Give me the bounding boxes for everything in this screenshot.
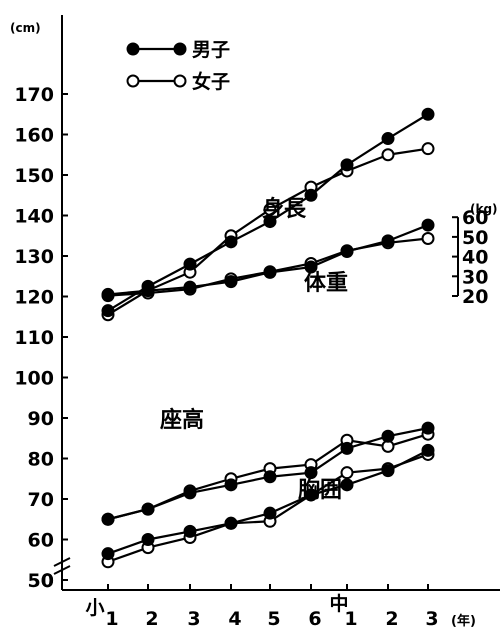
data-point-boys <box>101 512 115 526</box>
left-tick-label: 150 <box>14 165 54 187</box>
x-tick-label: 3 <box>187 608 200 630</box>
data-point-boys <box>421 107 435 121</box>
x-axis: 1 2 3 4 5 6 1 2 3 小 中 (年) <box>62 584 500 630</box>
left-tick-label: 100 <box>14 368 54 390</box>
data-point-boys <box>224 235 238 249</box>
x-tick-label: 1 <box>344 608 357 630</box>
data-point-boys <box>340 478 354 492</box>
data-point-girls <box>421 142 435 156</box>
x-tick-label: 2 <box>385 608 398 630</box>
data-point-boys <box>263 215 277 229</box>
data-point-boys <box>340 244 354 258</box>
data-point-boys <box>224 478 238 492</box>
right-tick-label: 20 <box>462 286 488 308</box>
data-point-boys <box>101 304 115 318</box>
data-point-boys <box>183 524 197 538</box>
data-point-girls <box>421 231 435 245</box>
series-line-1-boys <box>107 224 429 296</box>
school-label-junior: 中 <box>329 592 348 615</box>
data-point-boys <box>304 466 318 480</box>
data-point-boys <box>263 470 277 484</box>
left-tick-label: 170 <box>14 84 54 106</box>
x-tick-label: 5 <box>267 608 280 630</box>
data-point-boys <box>381 132 395 146</box>
data-point-boys <box>304 488 318 502</box>
data-point-boys <box>381 464 395 478</box>
data-point-boys <box>340 158 354 172</box>
data-point-boys <box>381 234 395 248</box>
left-tick-label: 60 <box>28 530 54 552</box>
data-point-boys <box>263 265 277 279</box>
data-point-boys <box>421 443 435 457</box>
left-tick-label: 90 <box>28 408 54 430</box>
x-tick-label: 1 <box>105 608 118 630</box>
x-tick-label: 4 <box>228 608 241 630</box>
data-point-boys <box>101 547 115 561</box>
data-point-boys <box>141 533 155 546</box>
school-label-elementary: 小 <box>85 597 104 619</box>
group-label: 体重 <box>304 271 348 296</box>
right-tick-label: 30 <box>462 266 488 288</box>
legend-marker-boys <box>126 42 140 56</box>
data-point-boys <box>224 275 238 289</box>
data-point-boys <box>183 257 197 271</box>
axis-break-mark <box>53 557 71 575</box>
data-point-girls <box>263 202 277 216</box>
data-point-boys <box>421 218 435 232</box>
legend-marker-girls <box>173 74 187 88</box>
left-tick-label: 120 <box>14 287 54 309</box>
data-point-girls <box>381 148 395 162</box>
data-point-boys <box>183 280 197 294</box>
data-point-boys <box>421 421 435 435</box>
legend-label-girls: 女子 <box>192 70 230 93</box>
right-tick-label: 40 <box>462 247 488 269</box>
series-layer <box>101 107 435 569</box>
x-tick-label: 3 <box>425 608 438 630</box>
right-tick-label: 50 <box>462 227 488 249</box>
left-tick-label: 70 <box>28 489 54 511</box>
right-axis-unit: (kg) <box>470 202 498 216</box>
data-point-boys <box>340 441 354 455</box>
data-point-boys <box>304 188 318 202</box>
x-tick-label: 2 <box>145 608 158 630</box>
legend-label-boys: 男子 <box>192 39 230 61</box>
data-point-boys <box>263 506 277 520</box>
left-tick-label: 110 <box>14 327 54 349</box>
left-tick-label: 140 <box>14 206 54 228</box>
data-point-boys <box>304 260 318 274</box>
left-tick-label: 160 <box>14 125 54 147</box>
left-tick-label: 130 <box>14 246 54 268</box>
left-axis: 050 60 70 80 90 100 110 120 130 140 150 160 170 (cm) <box>10 15 71 592</box>
legend-marker-boys <box>173 42 187 56</box>
data-point-girls <box>340 466 354 480</box>
data-point-boys <box>101 287 115 301</box>
group-label: 座高 <box>160 407 204 433</box>
data-point-boys <box>141 502 155 516</box>
data-point-boys <box>183 486 197 500</box>
left-axis-unit: (cm) <box>10 21 41 35</box>
left-tick-label: 50 <box>28 570 54 592</box>
right-tick-label: 60 <box>462 207 488 229</box>
group-label: 胸囲 <box>298 477 342 503</box>
legend-marker-girls <box>126 74 140 88</box>
x-axis-unit: (年) <box>451 613 476 629</box>
data-point-boys <box>224 516 238 530</box>
left-tick-label: 80 <box>28 449 54 471</box>
group-label: 身長 <box>262 196 307 222</box>
data-point-boys <box>141 284 155 298</box>
data-point-boys <box>381 429 395 443</box>
left-tick-label: 0 <box>41 570 54 592</box>
x-tick-label: 6 <box>308 608 321 630</box>
